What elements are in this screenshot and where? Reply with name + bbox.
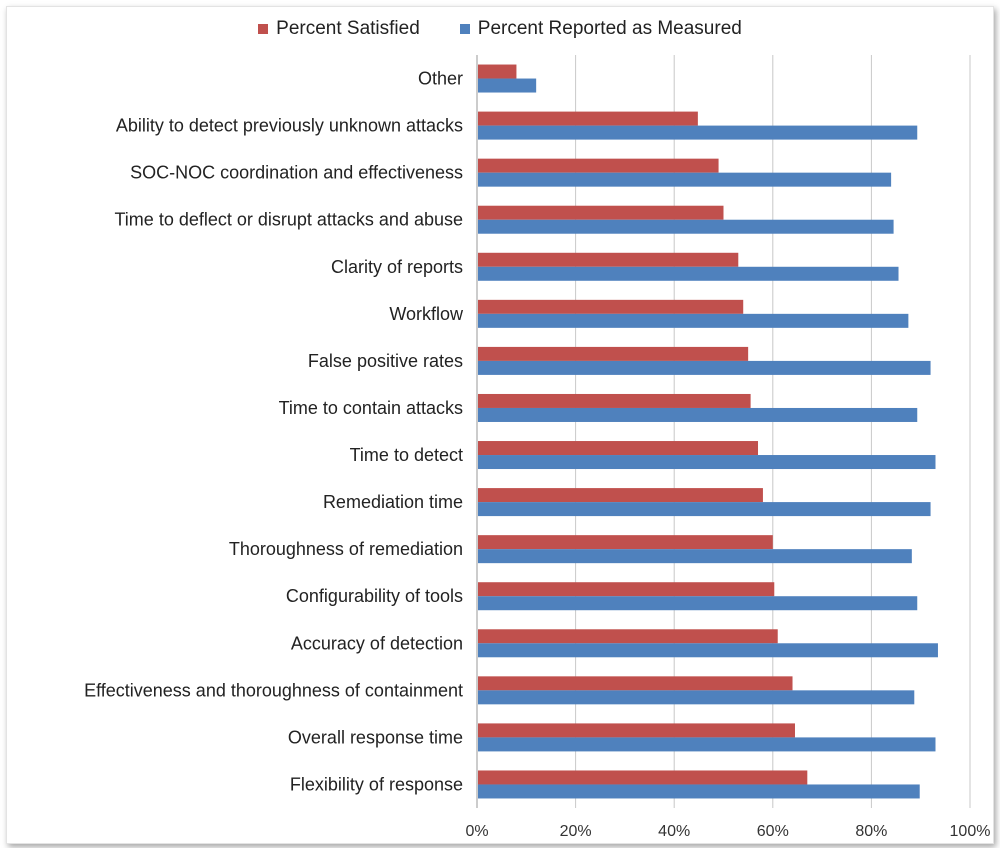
category-label: Time to detect: [350, 445, 463, 465]
bar-satisfied: [478, 770, 808, 785]
category-label: Ability to detect previously unknown att…: [116, 116, 463, 136]
bar-measured: [478, 643, 938, 658]
bar-satisfied: [478, 723, 795, 738]
legend-label-measured: Percent Reported as Measured: [477, 18, 742, 39]
category-label: Workflow: [389, 304, 464, 324]
category-label: Clarity of reports: [331, 257, 463, 277]
bar-satisfied: [478, 488, 763, 503]
bar-measured: [478, 407, 918, 422]
x-tick-label: 0%: [465, 823, 488, 840]
bar-satisfied: [478, 676, 793, 691]
bar-satisfied: [478, 346, 749, 361]
bar-measured: [478, 266, 899, 281]
bar-measured: [478, 125, 918, 140]
legend-label-satisfied: Percent Satisfied: [276, 18, 420, 39]
category-label: Remediation time: [323, 492, 463, 512]
bar-measured: [478, 549, 912, 564]
category-label: Flexibility of response: [290, 774, 463, 794]
legend-item-satisfied: Percent Satisfied: [258, 18, 420, 40]
bar-measured: [478, 219, 894, 234]
category-label: Configurability of tools: [286, 586, 463, 606]
bar-satisfied: [478, 629, 778, 644]
x-tick-label: 80%: [855, 823, 887, 840]
category-label: Thoroughness of remediation: [229, 539, 463, 559]
legend: Percent Satisfied Percent Reported as Me…: [0, 18, 1000, 40]
x-tick-label: 60%: [757, 823, 789, 840]
category-label: Effectiveness and thoroughness of contai…: [84, 680, 463, 700]
category-label: Accuracy of detection: [291, 633, 463, 653]
bar-measured: [478, 596, 918, 611]
bar-measured: [478, 78, 537, 93]
category-label: Other: [418, 69, 463, 89]
category-label: SOC-NOC coordination and effectiveness: [130, 163, 463, 183]
bar-satisfied: [478, 64, 517, 79]
bar-satisfied: [478, 205, 724, 220]
bar-measured: [478, 784, 920, 799]
legend-item-measured: Percent Reported as Measured: [459, 18, 742, 40]
bar-measured: [478, 360, 931, 375]
bar-satisfied: [478, 535, 773, 550]
bar-satisfied: [478, 393, 751, 408]
bar-satisfied: [478, 582, 775, 597]
bar-satisfied: [478, 111, 698, 126]
bar-measured: [478, 690, 915, 705]
x-tick-label: 40%: [658, 823, 690, 840]
legend-swatch-measured: [459, 24, 470, 34]
bar-measured: [478, 737, 936, 752]
category-label: Overall response time: [288, 727, 463, 747]
x-tick-label: 20%: [560, 823, 592, 840]
category-label: False positive rates: [308, 351, 463, 371]
bar-measured: [478, 455, 936, 470]
bar-satisfied: [478, 299, 744, 314]
category-label: Time to deflect or disrupt attacks and a…: [114, 210, 463, 230]
bar-measured: [478, 313, 909, 328]
bar-satisfied: [478, 252, 739, 267]
bar-measured: [478, 502, 931, 517]
category-label: Time to contain attacks: [279, 398, 463, 418]
legend-swatch-satisfied: [258, 24, 269, 34]
bar-measured: [478, 172, 892, 187]
x-tick-label: 100%: [950, 823, 991, 840]
bar-satisfied: [478, 158, 719, 173]
bar-satisfied: [478, 441, 759, 456]
